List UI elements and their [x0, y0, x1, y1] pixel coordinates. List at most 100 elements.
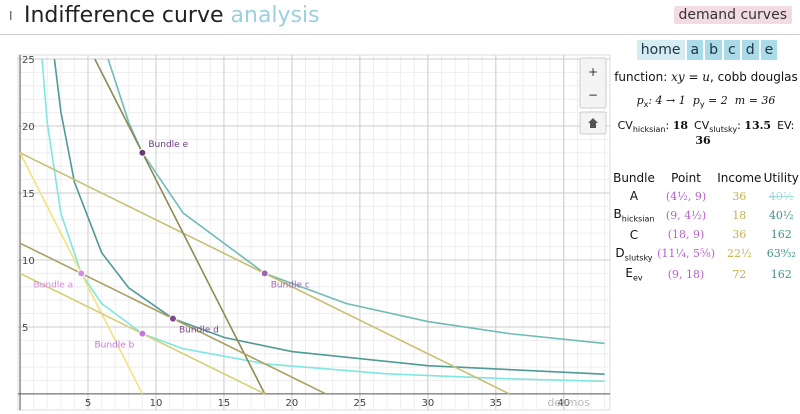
- bundle-table: Bundle Point Income Utility A (4½, 9) 36 40½ Bhi…: [612, 169, 800, 284]
- function-row: function: xy = u, cobb douglas: [612, 70, 800, 84]
- x-tick-label: 35: [489, 398, 502, 409]
- table-header: Bundle Point Income Utility: [612, 169, 800, 187]
- nav-button[interactable]: home: [636, 40, 685, 60]
- x-tick-label: 25: [354, 398, 367, 409]
- cell: 72: [732, 267, 747, 281]
- cell: (4½, 9): [665, 189, 707, 203]
- cell: (11¼, 5⅝): [657, 247, 715, 261]
- nav: home a b c d e: [612, 40, 800, 60]
- cell: 22½: [726, 247, 752, 261]
- cv-item: EV: 36: [695, 119, 795, 148]
- cell: 162: [770, 228, 792, 242]
- table-row: A (4½, 9) 36 40½: [612, 187, 800, 205]
- cell: 40½: [768, 189, 794, 203]
- text: function:: [614, 70, 668, 84]
- x-tick-label: 10: [150, 398, 163, 409]
- cursor-icon: I: [9, 9, 13, 23]
- bundle-name: A: [629, 189, 639, 204]
- bundle-name: D: [615, 245, 625, 260]
- text: m = 36: [734, 94, 776, 107]
- cv-row: CVhicksian: 18 CVslutsky: 13.5 EV: 36: [612, 119, 800, 147]
- title: Indifference curve analysis: [24, 3, 320, 28]
- x-tick-label: 15: [218, 398, 231, 409]
- bundle-point: [168, 314, 177, 323]
- table-row: Dslutsky (11¼, 5⅝) 22½ 63⁹⁄₃₂: [612, 244, 800, 264]
- nav-button[interactable]: d: [741, 40, 759, 60]
- cell: (18, 9): [667, 228, 705, 242]
- text: x: [643, 100, 649, 110]
- text: = 2: [704, 94, 728, 107]
- cv-value: 18: [672, 119, 689, 133]
- zoom-button[interactable]: −: [588, 88, 598, 102]
- cv-sub: hicksian: [632, 125, 666, 135]
- y-tick-label: 25: [22, 55, 35, 66]
- bundle-label: Bundle d: [179, 326, 219, 336]
- graph: 5 10 15 20 25 30 35 40 5 10 15 20 25 Bundle a Bundle b…: [17, 54, 611, 411]
- bundle-label: Bundle e: [148, 140, 188, 150]
- y-tick-label: 15: [22, 189, 35, 200]
- bundle-point: [260, 269, 269, 278]
- cell: 63⁹⁄₃₂: [766, 247, 796, 261]
- cell: 36: [732, 228, 747, 242]
- table-row: Bhicksian (9, 4½) 18 40½: [612, 205, 800, 225]
- cv-label: EV: [777, 119, 791, 133]
- prices: px: 4 → 1 py = 2 m = 36: [612, 94, 800, 109]
- home-icon: [588, 118, 598, 128]
- zoom-button[interactable]: +: [588, 65, 598, 79]
- cv-value: 36: [695, 134, 711, 148]
- side-panel: home a b c d e function: xy = u, cobb douglas…: [612, 40, 800, 285]
- y-tick-label: 5: [22, 323, 28, 334]
- bundle-label: Bundle c: [271, 280, 310, 290]
- title-main: Indifference curve: [24, 3, 224, 28]
- cv-item: CVhicksian: 18: [617, 119, 689, 135]
- text: , cobb douglas: [710, 70, 798, 84]
- bundle-sub: hicksian: [621, 214, 655, 224]
- watermark: desmos: [547, 396, 590, 409]
- cv-sub: slutsky: [709, 125, 738, 135]
- plot-bg: [17, 54, 611, 411]
- y-tick-label: 20: [22, 122, 35, 133]
- bundle-label: Bundle b: [94, 341, 134, 351]
- cv-label: CV: [694, 119, 710, 133]
- table-row: C (18, 9) 36 162: [612, 226, 800, 244]
- x-tick-label: 5: [85, 398, 91, 409]
- y-tick-label: 10: [22, 256, 35, 267]
- table-row: Eev (9, 18) 72 162: [612, 264, 800, 284]
- bundle-cell: A: [612, 187, 656, 205]
- cell: (9, 18): [667, 267, 705, 281]
- bundle-name: C: [629, 227, 639, 242]
- text: p: [636, 94, 644, 107]
- cell: 18: [732, 209, 747, 223]
- nav-button[interactable]: b: [705, 40, 722, 60]
- header: I Indifference curve analysis demand cur…: [0, 0, 800, 35]
- x-tick-label: 30: [421, 398, 434, 409]
- demand-curves-button[interactable]: demand curves: [673, 6, 792, 24]
- text: y: [699, 100, 705, 110]
- bundle-name: B: [613, 207, 622, 222]
- bundle-point: [138, 148, 147, 157]
- curve: [94, 58, 266, 395]
- text: : 4 → 1: [648, 94, 686, 107]
- header-cell: Income: [717, 171, 762, 186]
- cell: 36: [732, 189, 747, 203]
- bundle-cell: Eev: [612, 264, 656, 284]
- bundle-name: E: [625, 266, 633, 281]
- cv-item: CVslutsky: 13.5: [694, 119, 772, 135]
- bundle-cell: Bhicksian: [612, 205, 656, 225]
- text: p: [692, 94, 700, 107]
- header-cell: Utility: [763, 171, 799, 186]
- cv-value: 13.5: [744, 119, 772, 133]
- header-cell: Bundle: [613, 171, 655, 186]
- bundle-cell: Dslutsky: [612, 244, 656, 264]
- nav-button[interactable]: a: [686, 40, 704, 60]
- cell: 162: [770, 267, 792, 281]
- x-tick-label: 20: [286, 398, 299, 409]
- curve: [53, 58, 605, 376]
- nav-button[interactable]: e: [760, 40, 778, 60]
- cell: (9, 4½): [665, 209, 707, 223]
- nav-button[interactable]: c: [723, 40, 740, 60]
- bundle-cell: C: [612, 226, 656, 244]
- x-tick-label: 40: [557, 398, 570, 409]
- formula: xy = u: [671, 70, 711, 84]
